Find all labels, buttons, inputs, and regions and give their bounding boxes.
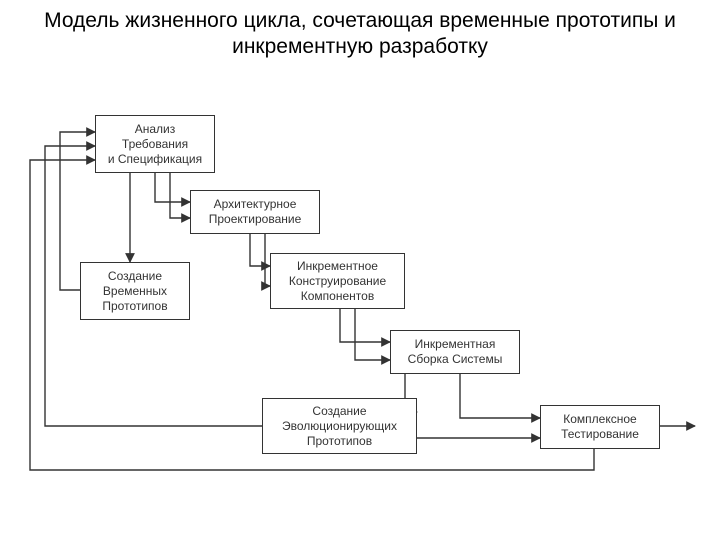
edge-1 (170, 173, 190, 218)
node-evoproto: СозданиеЭволюционирующихПрототипов (262, 398, 417, 454)
node-test: КомплексноеТестирование (540, 405, 660, 449)
edge-8 (460, 374, 540, 418)
edge-5 (340, 309, 390, 342)
node-analysis: АнализТребованияи Спецификация (95, 115, 215, 173)
edge-6 (355, 309, 390, 360)
edge-0 (155, 173, 190, 202)
node-tempproto: СозданиеВременныхПрототипов (80, 262, 190, 320)
diagram-canvas: АнализТребованияи Спецификация Архитектур… (0, 90, 720, 540)
node-arch: АрхитектурноеПроектирование (190, 190, 320, 234)
node-incrassm: ИнкрементнаяСборка Системы (390, 330, 520, 374)
page-title: Модель жизненного цикла, сочетающая врем… (0, 8, 720, 61)
edge-3 (250, 234, 270, 266)
node-incrconst: ИнкрементноеКонструированиеКомпонентов (270, 253, 405, 309)
